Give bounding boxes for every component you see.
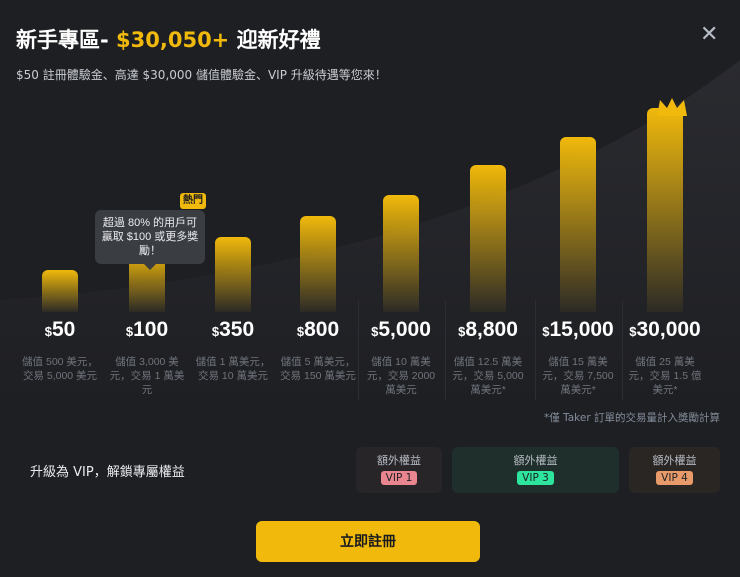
- tier-bar: [470, 165, 506, 312]
- divider: [622, 300, 623, 400]
- divider: [535, 300, 536, 400]
- register-button[interactable]: 立即註冊: [256, 521, 480, 562]
- tier-description: 儲值 3,000 美元，交易 1 萬美元: [109, 356, 185, 396]
- tier-description: 儲值 15 萬美元，交易 7,500 萬美元*: [542, 356, 614, 396]
- amount-value: 350: [219, 318, 255, 341]
- currency-symbol: $: [125, 324, 134, 339]
- amount-value: 100: [133, 318, 169, 341]
- vip-card-1: 額外權益 VIP 1: [356, 447, 442, 493]
- footnote: *僅 Taker 訂單的交易量計入獎勵計算: [543, 412, 720, 424]
- divider: [445, 300, 446, 400]
- amount-value: 5,000: [378, 318, 431, 341]
- currency-symbol: $: [629, 324, 637, 339]
- tier-bar: [215, 237, 251, 312]
- tier-description: 儲值 500 美元，交易 5,000 美元: [22, 356, 98, 382]
- vip-card-title: 額外權益: [377, 454, 421, 467]
- tier-amount: $8,800: [447, 318, 529, 342]
- tier-description: 儲值 25 萬美元，交易 1.5 億美元*: [628, 356, 702, 396]
- crown-icon: [657, 98, 687, 116]
- vip-badge: VIP 4: [656, 471, 693, 485]
- divider: [358, 300, 359, 400]
- vip-card-3: 額外權益 VIP 3: [452, 447, 619, 493]
- tier-description: 儲值 10 萬美元，交易 2000 萬美元: [366, 356, 436, 396]
- tier-bar: [42, 269, 78, 312]
- tooltip: 超過 80% 的用戶可贏取 $100 或更多獎勵！: [95, 210, 205, 270]
- tier-amount: $30,000: [624, 318, 706, 342]
- amount-value: 800: [304, 318, 340, 341]
- vip-card-title: 額外權益: [652, 454, 697, 467]
- hot-badge: 熱門: [180, 193, 206, 209]
- vip-badge: VIP 3: [517, 471, 554, 485]
- tier-amount: $5,000: [360, 318, 442, 342]
- tier-bar: [560, 136, 596, 312]
- tier-amount: $15,000: [537, 318, 619, 342]
- vip-badge: VIP 1: [380, 471, 418, 485]
- tier-amount: $50: [19, 318, 101, 342]
- tier-bar: [383, 195, 419, 312]
- page-title: 新手專區- $30,050+ 迎新好禮: [16, 28, 321, 52]
- vip-card-title: 額外權益: [513, 454, 558, 467]
- vip-label: 升級為 VIP，解鎖專屬權益: [30, 465, 185, 480]
- currency-symbol: $: [44, 324, 52, 339]
- tier-bar: [300, 216, 336, 312]
- currency-symbol: $: [458, 324, 466, 339]
- amount-value: 50: [51, 318, 76, 341]
- tier-description: 儲值 5 萬美元，交易 150 萬美元: [280, 356, 356, 382]
- amount-value: 30,000: [636, 318, 701, 341]
- tier-amount: $800: [277, 318, 359, 342]
- amount-value: 8,800: [465, 318, 518, 341]
- tier-bar: [647, 108, 683, 312]
- currency-symbol: $: [211, 324, 220, 339]
- tier-amount: $100: [106, 318, 188, 342]
- subtitle: $50 註冊體驗金、高達 $30,000 儲值體驗金、VIP 升級待遇等您來！: [16, 68, 387, 82]
- currency-symbol: $: [542, 324, 550, 339]
- tier-description: 儲值 1 萬美元，交易 10 萬美元: [195, 356, 271, 382]
- amount-value: 15,000: [549, 318, 614, 341]
- close-icon[interactable]: ✕: [700, 22, 719, 47]
- currency-symbol: $: [296, 324, 305, 339]
- currency-symbol: $: [371, 324, 379, 339]
- vip-card-4: 額外權益 VIP 4: [629, 447, 720, 493]
- tier-description: 儲值 12.5 萬美元，交易 5,000 萬美元*: [452, 356, 524, 396]
- tier-amount: $350: [192, 318, 274, 342]
- background-curve: [0, 60, 740, 400]
